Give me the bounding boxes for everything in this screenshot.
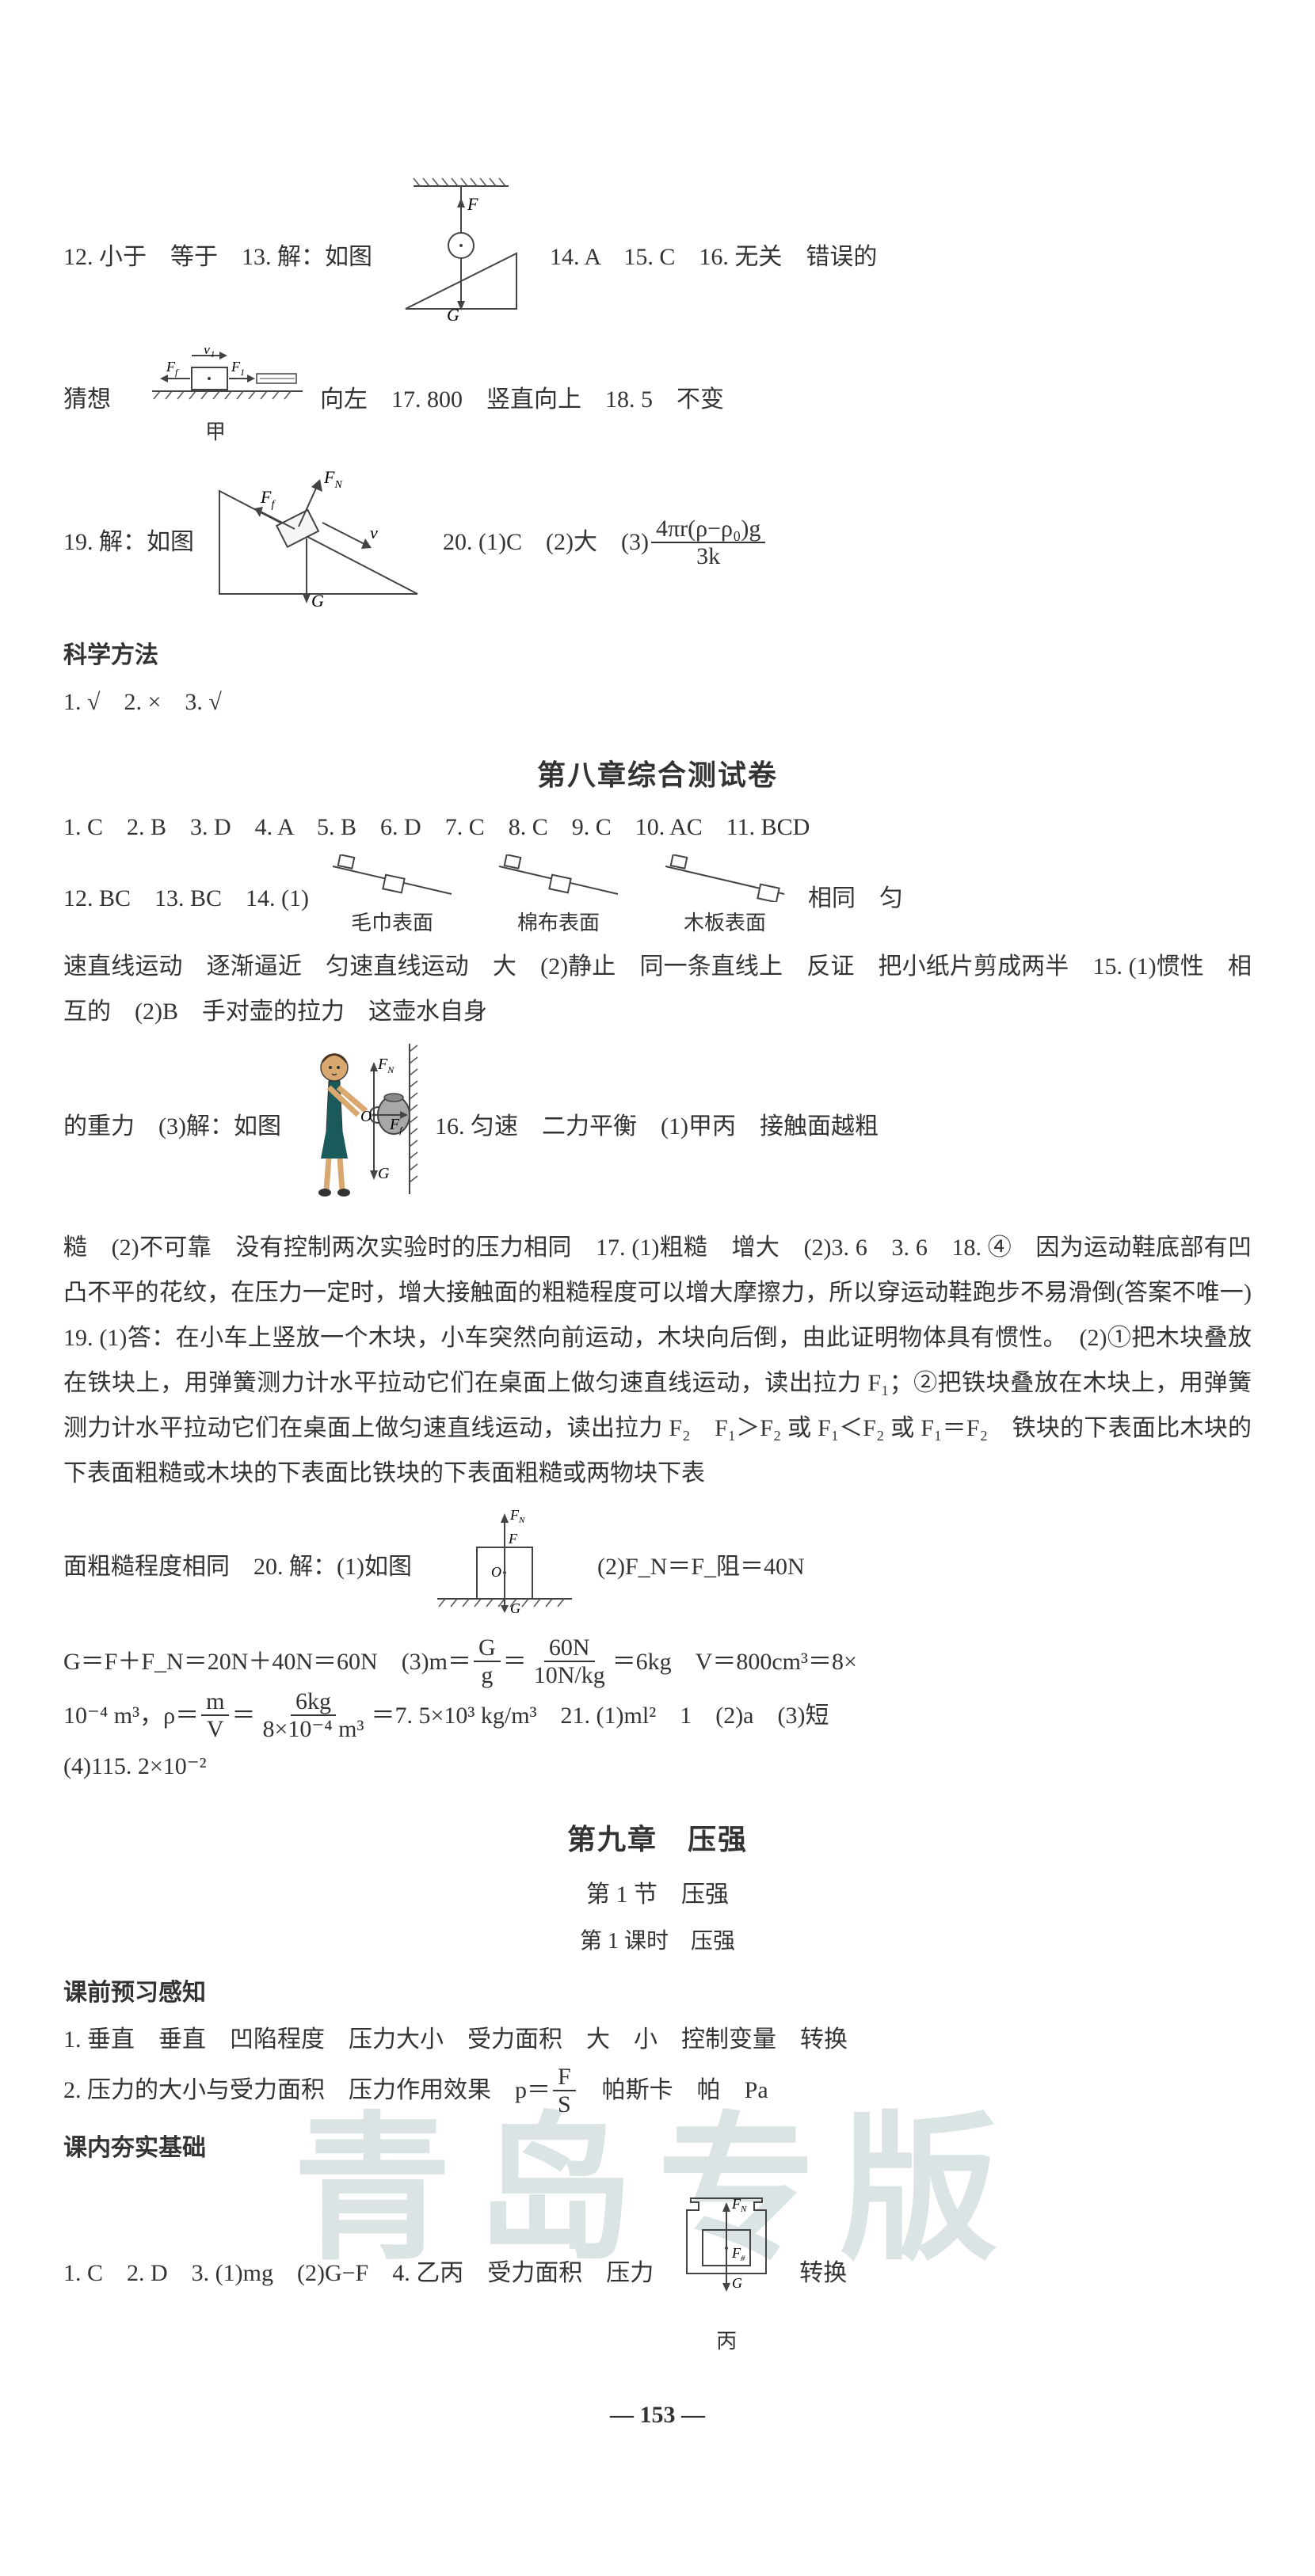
chapter9-sub2: 第 1 课时 压强 (63, 1920, 1252, 1962)
preview-heading: 课前预习感知 (63, 1970, 1252, 2015)
q17-mid: 向左 17. 800 竖直向上 18. 5 不变 (320, 377, 724, 422)
q14-rest: 速直线运动 逐渐逼近 匀速直线运动 大 (2)静止 同一条直线上 反证 把小纸片… (63, 944, 1252, 1034)
svg-text:F: F (508, 1531, 518, 1547)
svg-text:O: O (491, 1564, 501, 1580)
q15-post: 16. 匀速 二力平衡 (1)甲丙 接触面越粗 (435, 1104, 879, 1149)
frac-60N: 60N (544, 1634, 595, 1662)
svg-text:F: F (467, 194, 478, 214)
base1-row: 1. C 2. D 3. (1)mg (2)G−F 4. 乙丙 受力面积 压力 … (63, 2186, 1252, 2361)
surface-towel: 毛巾表面 (325, 854, 459, 942)
incline-diagram: FN Ff v G (204, 459, 433, 625)
q12-pre: 12. 小于 等于 13. 解：如图 (63, 234, 372, 280)
surface-wood: 木板表面 (658, 854, 792, 942)
q17-row: 猜想 v₁ Ff F1 (63, 348, 1252, 451)
eqline2-c: ＝7. 5×10³ kg/m³ 21. (1)ml² 1 (2)a (3)短 (371, 1693, 829, 1738)
ch8-mcq: 1. C 2. B 3. D 4. A 5. B 6. D 7. C 8. C … (63, 805, 1252, 850)
svg-text:v₁: v₁ (204, 348, 215, 357)
q19-row: 19. 解：如图 FN Ff v G 20. (1)C (2 (63, 459, 1252, 625)
svg-text:F1: F1 (231, 359, 245, 378)
preview2a: 2. 压力的大小与受力面积 压力作用效果 p＝ (63, 2068, 551, 2113)
page-number: — 153 — (63, 2392, 1252, 2437)
svg-text:O: O (360, 1108, 372, 1125)
frac-10N: 10N/kg (529, 1662, 610, 1688)
chapter9-sub: 第 1 节 压强 (63, 1872, 1252, 1917)
surf1-label: 毛巾表面 (351, 904, 433, 942)
q19-pre: 19. 解：如图 (63, 519, 194, 565)
q20-pre2: 面粗糙程度相同 20. 解：(1)如图 (63, 1544, 412, 1589)
eqline2-b: ＝ (231, 1693, 255, 1738)
q20-frac-num: 4πr(ρ−ρ₀)g (651, 516, 765, 543)
base1: 1. C 2. D 3. (1)mg (2)G−F 4. 乙丙 受力面积 压力 (63, 2251, 654, 2296)
q12-row: 12. 小于 等于 13. 解：如图 F (63, 174, 1252, 340)
fig-bing-label: 丙 (663, 2322, 790, 2361)
q20-row: 面粗糙程度相同 20. 解：(1)如图 O FN F (63, 1504, 1252, 1630)
eqline1-b: ＝ (503, 1639, 527, 1684)
preview2b: 帕斯卡 帕 Pa (578, 2068, 768, 2113)
surface-cotton: 棉布表面 (491, 854, 626, 942)
q12bc: 12. BC 13. BC 14. (1) (63, 876, 309, 921)
eqline2: 10⁻⁴ m³，ρ＝ m V ＝ 6kg 8×10⁻⁴ m³ ＝7. 5×10³… (63, 1688, 1252, 1742)
svg-text:FN: FN (509, 1507, 525, 1525)
scientific-method: 1. √ 2. × 3. √ (63, 679, 1252, 725)
chapter8-test-title: 第八章综合测试卷 (63, 748, 1252, 802)
jia-label: 甲 (205, 413, 226, 451)
svg-text:G: G (510, 1600, 520, 1615)
q12bc-row: 12. BC 13. BC 14. (1) 毛巾表面 棉布表面 木板表面 相同 … (63, 854, 1252, 942)
chapter9-title: 第九章 压强 (63, 1813, 1252, 1866)
frac-G: G (474, 1634, 501, 1662)
svg-text:F#: F# (731, 2245, 745, 2263)
container-force-diagram: FN F# G 丙 (663, 2186, 790, 2361)
q20-frac-den: 3k (692, 543, 725, 569)
q15-row: 的重力 (3)解：如图 (63, 1036, 1252, 1217)
page-number-value: 153 (640, 2402, 676, 2428)
q20-frac: 4πr(ρ−ρ₀)g 3k (651, 516, 765, 569)
preview2: 2. 压力的大小与受力面积 压力作用效果 p＝ F S 帕斯卡 帕 Pa (63, 2064, 1252, 2117)
q20-pre: 20. (1)C (2)大 (3) (443, 519, 649, 565)
frac-6kg-num: 6kg (291, 1688, 336, 1716)
svg-text:G: G (311, 591, 324, 610)
wedge-fg-diagram: F G (382, 174, 540, 340)
svg-text:FN: FN (377, 1056, 394, 1075)
svg-text:FN: FN (323, 467, 342, 491)
frac-FS: F S (553, 2064, 576, 2117)
frac-Gg: G g (474, 1634, 501, 1688)
frac-6kg: 6kg 8×10⁻⁴ m³ (257, 1688, 368, 1742)
friction-block-diagram: v₁ Ff F1 (120, 348, 311, 451)
svg-text:G: G (447, 305, 459, 325)
para1: 糙 (2)不可靠 没有控制两次实验时的压力相同 17. (1)粗糙 增大 (2)… (63, 1225, 1252, 1496)
eqline1-c: ＝6kg V＝800cm³＝8× (612, 1639, 857, 1684)
surf2-label: 棉布表面 (517, 904, 600, 942)
frac-V: V (202, 1716, 229, 1742)
preview1: 1. 垂直 垂直 凹陷程度 压力大小 受力面积 大 小 控制变量 转换 (63, 2017, 1252, 2062)
girl-wall-diagram: O FN Ff G (291, 1036, 425, 1217)
frac-mV: m V (201, 1688, 229, 1742)
frac-g: g (476, 1662, 497, 1688)
cross-force-diagram: O FN F G (421, 1504, 588, 1630)
q15-pre: 的重力 (3)解：如图 (63, 1104, 281, 1149)
base1-after: 转换 (799, 2251, 847, 2296)
q17-pre: 猜想 (63, 377, 111, 422)
frac-S: S (553, 2091, 576, 2117)
svg-text:v: v (370, 523, 378, 542)
eqline3: (4)115. 2×10⁻² (63, 1744, 1252, 1789)
frac-F: F (553, 2064, 576, 2091)
eqline2-a: 10⁻⁴ m³，ρ＝ (63, 1693, 199, 1738)
frac-m: m (201, 1688, 229, 1716)
eqline1-a: G＝F＋F_N＝20N＋40N＝60N (3)m＝ (63, 1639, 471, 1684)
eqline1: G＝F＋F_N＝20N＋40N＝60N (3)m＝ G g ＝ 60N 10N/… (63, 1634, 1252, 1688)
base-heading: 课内夯实基础 (63, 2125, 1252, 2171)
frac-60: 60N 10N/kg (529, 1634, 610, 1688)
svg-text:G: G (732, 2275, 742, 2291)
q20-post2: (2)F_N＝F_阻＝40N (597, 1544, 805, 1589)
surf3-label: 木板表面 (684, 904, 766, 942)
q12-post: 14. A 15. C 16. 无关 错误的 (550, 234, 877, 280)
svg-text:G: G (378, 1165, 390, 1182)
frac-8e4: 8×10⁻⁴ m³ (257, 1716, 368, 1742)
scientific-method-heading: 科学方法 (63, 633, 1252, 678)
same-uniform: 相同 匀 (808, 876, 903, 921)
